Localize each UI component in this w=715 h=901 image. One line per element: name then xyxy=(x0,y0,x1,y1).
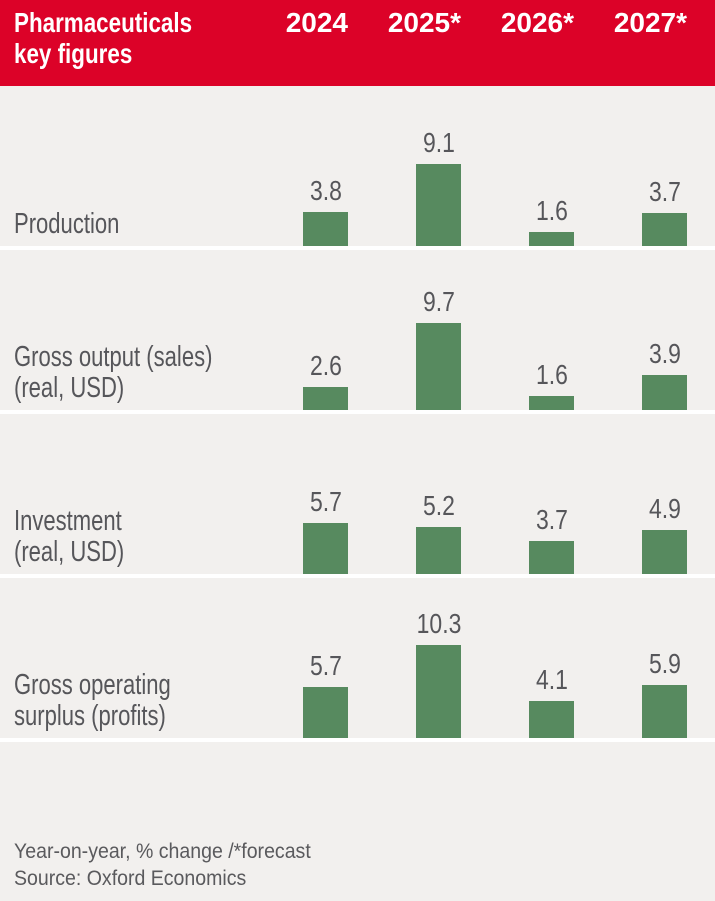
bar xyxy=(529,396,574,410)
bar-value-label: 4.9 xyxy=(648,493,681,524)
bar-value-label: 2.6 xyxy=(309,350,342,381)
bar-value-label: 3.9 xyxy=(648,338,681,369)
row-label-line: Gross operating xyxy=(14,669,171,701)
bar-value-label: 5.2 xyxy=(422,490,455,521)
row-label-line: (real, USD) xyxy=(14,372,125,404)
chart-title-line1: Pharmaceuticals xyxy=(14,7,193,38)
bar-value-label: 5.7 xyxy=(309,650,342,681)
bar-value-label: 4.1 xyxy=(535,664,568,695)
row-label-line: Gross output (sales) xyxy=(14,341,213,373)
bar-value-label: 5.9 xyxy=(648,648,681,679)
row-label: Investment (real, USD) xyxy=(14,506,124,568)
chart-footnotes: Year-on-year, % change /*forecast Source… xyxy=(14,838,311,892)
bar-value-label: 1.6 xyxy=(535,195,568,226)
chart-title: Pharmaceuticals key figures xyxy=(14,7,192,69)
bar xyxy=(529,701,574,738)
source-note: Source: Oxford Economics xyxy=(14,867,247,890)
chart-row: Gross output (sales) (real, USD) 2.6 9.7 1.… xyxy=(0,250,715,414)
bar-value-label: 3.7 xyxy=(648,176,681,207)
bar-value-label: 10.3 xyxy=(416,608,461,639)
bar xyxy=(416,527,461,574)
chart-row: Investment (real, USD) 5.7 5.2 3.7 4.9 xyxy=(0,414,715,578)
row-label: Gross output (sales) (real, USD) xyxy=(14,342,212,404)
bar xyxy=(642,530,687,574)
row-label: Gross operating surplus (profits) xyxy=(14,670,171,732)
unit-note: Year-on-year, % change /*forecast xyxy=(14,840,311,863)
chart-body: Production 3.8 9.1 1.6 3.7 Gross output (sa… xyxy=(0,86,715,742)
bar xyxy=(416,323,461,410)
row-label-line: Investment xyxy=(14,505,122,537)
chart-row: Gross operating surplus (profits) 5.7 10.3… xyxy=(0,578,715,742)
row-label-line: (real, USD) xyxy=(14,536,125,568)
bar-value-label: 1.6 xyxy=(535,359,568,390)
row-label: Production xyxy=(14,209,119,240)
bar xyxy=(642,685,687,738)
column-header-year-1: 2024 xyxy=(285,7,348,38)
bar-value-label: 9.1 xyxy=(422,127,455,158)
row-label-line: Production xyxy=(14,208,120,240)
bar-value-label: 3.8 xyxy=(309,175,342,206)
bar-value-label: 5.7 xyxy=(309,486,342,517)
bar xyxy=(642,375,687,410)
bar xyxy=(303,687,348,738)
bar xyxy=(416,645,461,738)
bar-value-label: 3.7 xyxy=(535,504,568,535)
chart-row: Production 3.8 9.1 1.6 3.7 xyxy=(0,86,715,250)
column-header-year-2: 2025* xyxy=(387,7,461,38)
column-header-year-3: 2026* xyxy=(500,7,574,38)
bar xyxy=(416,164,461,246)
column-header-year-4: 2027* xyxy=(613,7,687,38)
bar xyxy=(303,523,348,574)
bar xyxy=(303,212,348,246)
header-banner: Pharmaceuticals key figures 2024 2025* 2… xyxy=(0,0,715,86)
row-label-line: surplus (profits) xyxy=(14,700,166,732)
bar-value-label: 9.7 xyxy=(422,286,455,317)
chart-title-line2: key figures xyxy=(14,38,133,69)
bar xyxy=(529,232,574,246)
bar xyxy=(303,387,348,410)
bar xyxy=(642,213,687,246)
bar xyxy=(529,541,574,574)
